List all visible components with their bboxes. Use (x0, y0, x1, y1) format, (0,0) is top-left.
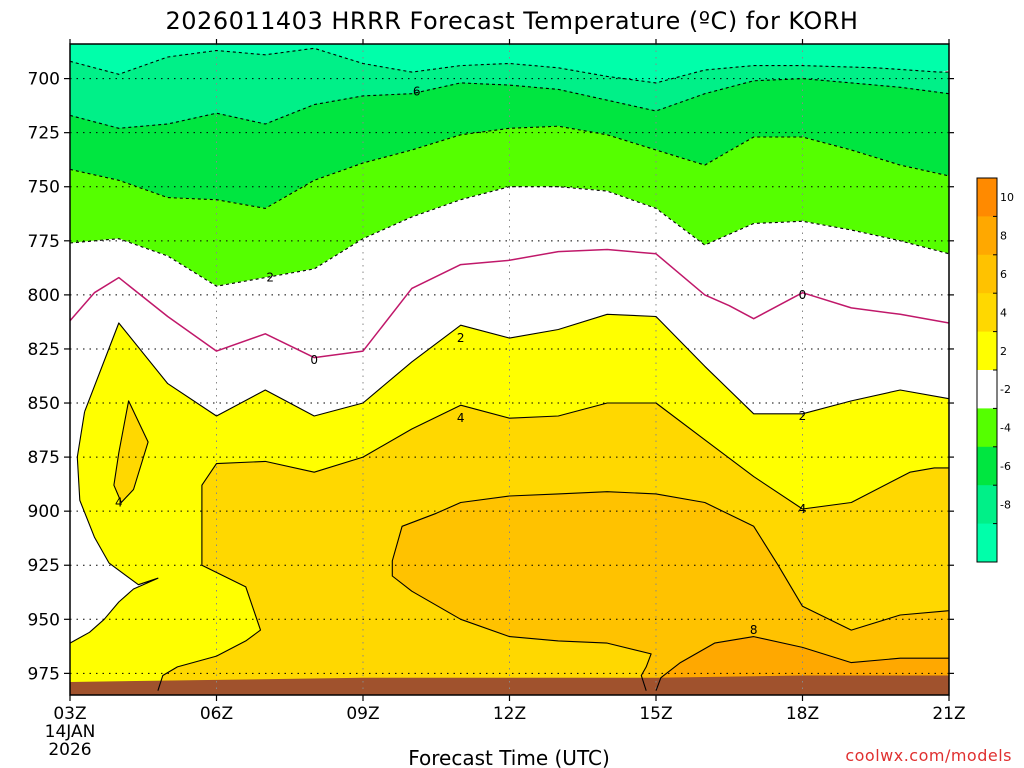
colorbar-swatch-1 (977, 216, 997, 256)
y-tick-label-900: 900 (28, 502, 60, 522)
grid-lines (70, 44, 949, 695)
x-tick-label-9: 09Z (346, 704, 379, 724)
y-tick-label-800: 800 (28, 286, 60, 306)
contour-label-7: 4 (115, 496, 123, 510)
contour-line-0 (69, 47, 949, 84)
contour-line-5 (84, 313, 950, 417)
contour-label-5: 4 (457, 411, 465, 425)
colorbar-swatch-6 (977, 408, 997, 448)
colorbar-swatch-0 (977, 178, 997, 217)
colorbar-label-1: 8 (1000, 230, 1007, 243)
colorbar-label-7: -6 (1000, 460, 1011, 473)
x-tick-label-3: 03Z (53, 704, 86, 724)
contour-line-6 (69, 411, 159, 644)
y-tick-label-975: 975 (28, 664, 60, 684)
x-tick-label-15: 15Z (639, 704, 672, 724)
y-tick-label-925: 925 (28, 556, 60, 576)
colorbar-label-4: 2 (1000, 345, 1007, 358)
colorbar-swatch-2 (977, 254, 997, 294)
colorbar-label-0: 10 (1000, 191, 1014, 204)
terrain-area (70, 675, 949, 695)
x-tick-label-12: 12Z (493, 704, 526, 724)
colorbar-swatch-9 (977, 523, 997, 563)
contour-labels: 6 2 0 0 2 4 2 4 4 8 (115, 85, 806, 638)
x-date-label-day: 14JAN (45, 722, 96, 742)
colorbar: 10 8 6 4 2 -2 -4 -6 -8 (976, 177, 1014, 563)
x-date-label-year: 2026 (48, 740, 91, 760)
contour-label-9: 8 (750, 623, 758, 637)
x-tick-label-21: 21Z (932, 704, 965, 724)
contour-line-10 (113, 400, 149, 504)
y-tick-label-750: 750 (28, 178, 60, 198)
contour-line-9 (655, 636, 949, 691)
x-tick-label-18: 18Z (786, 704, 819, 724)
contour-label-3: 0 (799, 288, 807, 302)
source-credit: coolwx.com/models (845, 746, 1012, 765)
x-axis-ticks: 03Z 06Z 09Z 12Z 15Z 18Z 21Z (53, 39, 966, 724)
colorbar-label-6: -4 (1000, 422, 1011, 435)
colorbar-label-2: 6 (1000, 268, 1007, 281)
colorbar-label-5: -2 (1000, 383, 1011, 396)
colorbar-label-8: -8 (1000, 498, 1011, 511)
contour-label-6: 2 (799, 409, 807, 423)
colorbar-swatch-3 (977, 293, 997, 333)
colorbar-label-3: 4 (1000, 306, 1007, 319)
contour-label-0: 6 (413, 85, 421, 99)
colorbar-swatch-7 (977, 446, 997, 486)
contour-lines (69, 47, 950, 691)
contour-line-4 (69, 248, 950, 359)
contour-line-8 (391, 491, 950, 691)
y-tick-label-850: 850 (28, 394, 60, 414)
y-tick-label-875: 875 (28, 448, 60, 468)
contour-line-3 (69, 186, 950, 287)
x-tick-label-6: 06Z (200, 704, 233, 724)
colorbar-swatch-4 (977, 331, 997, 371)
y-tick-label-700: 700 (28, 70, 60, 90)
contour-line-7 (157, 402, 949, 691)
y-tick-label-825: 825 (28, 340, 60, 360)
contour-line-2 (69, 125, 950, 209)
y-tick-label-950: 950 (28, 610, 60, 630)
colorbar-swatch-8 (977, 485, 997, 525)
contour-label-1: 2 (266, 271, 274, 285)
colorbar-swatch-5 (977, 370, 997, 409)
contour-label-2: 0 (310, 353, 318, 367)
y-tick-label-725: 725 (28, 124, 60, 144)
contour-label-8: 4 (799, 502, 807, 516)
contour-label-4: 2 (457, 331, 465, 345)
y-tick-label-775: 775 (28, 232, 60, 252)
chart-title: 2026011403 HRRR Forecast Temperature (ºC… (166, 7, 859, 35)
x-axis-label: Forecast Time (UTC) (408, 746, 610, 768)
terrain-fill (70, 675, 949, 695)
